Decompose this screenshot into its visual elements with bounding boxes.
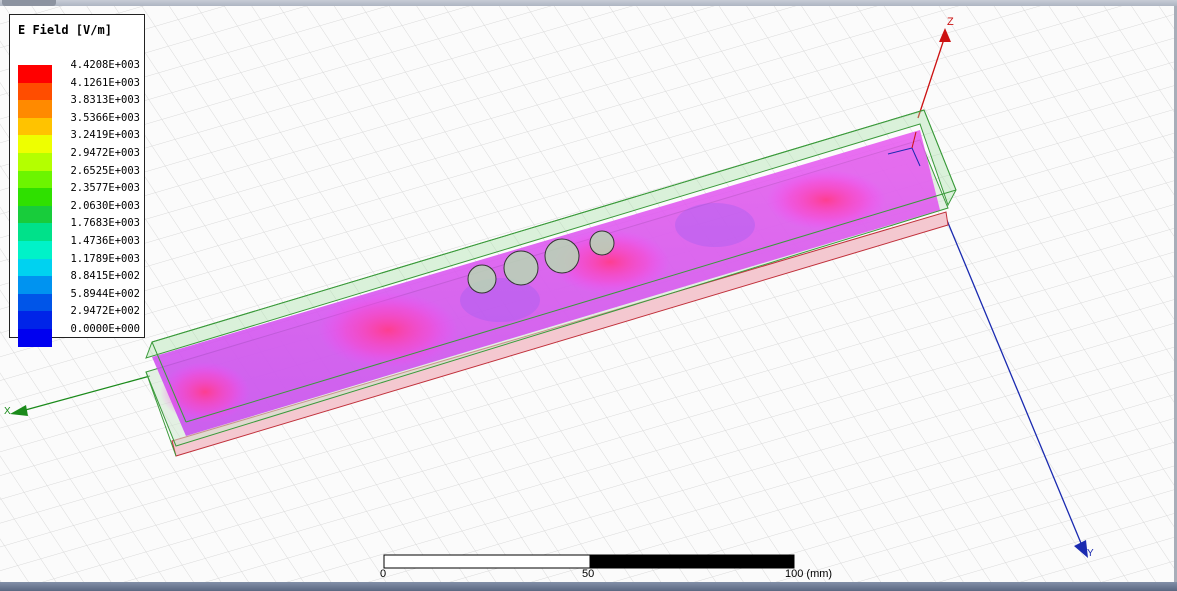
waveguide-edge xyxy=(185,189,957,423)
field-cool-region xyxy=(675,203,755,247)
window-tab[interactable] xyxy=(2,0,56,6)
aperture-hole[interactable] xyxy=(503,250,539,286)
legend-swatch xyxy=(18,170,52,189)
field-hotspot xyxy=(766,170,886,230)
legend-value: 1.7683E+003 xyxy=(70,217,140,230)
legend-value: 3.5366E+003 xyxy=(70,111,140,124)
legend-swatch xyxy=(18,82,52,101)
window-top-bar xyxy=(0,0,1177,6)
aperture-hole[interactable] xyxy=(544,238,580,274)
legend-value: 2.0630E+003 xyxy=(70,199,140,212)
legend-value: 2.6525E+003 xyxy=(70,164,140,177)
legend-value: 2.9472E+003 xyxy=(70,147,140,159)
legend-swatch xyxy=(18,135,52,153)
scale-tick-0: 0 xyxy=(380,568,387,580)
legend-value: 1.4736E+003 xyxy=(70,235,140,247)
y-axis-arrowhead xyxy=(1074,540,1088,558)
z-axis-line xyxy=(917,35,946,119)
legend-swatch xyxy=(18,100,52,118)
x-axis-label: X xyxy=(4,406,11,417)
local-axis-x xyxy=(887,147,913,155)
legend-swatch xyxy=(18,117,52,136)
legend-swatch xyxy=(18,205,52,224)
legend-value: 3.2419E+003 xyxy=(70,129,140,142)
z-axis-label: Z xyxy=(947,16,954,28)
field-hotspot xyxy=(160,362,250,422)
waveguide-bottom-face[interactable] xyxy=(171,211,949,457)
local-axis-z xyxy=(911,131,917,149)
legend-value: 2.3577E+003 xyxy=(70,182,140,195)
legend-value: 2.9472E+002 xyxy=(70,305,140,318)
legend-swatch xyxy=(18,152,52,171)
window-bottom-bar xyxy=(0,582,1177,591)
legend-swatch xyxy=(18,258,52,277)
legend-value: 8.8415E+002 xyxy=(70,270,140,283)
legend-swatch xyxy=(18,328,52,347)
field-legend[interactable]: E Field [V/m] 4.4208E+003 4.1261E+003 3.83… xyxy=(9,14,145,347)
y-axis-label: Y xyxy=(1087,548,1094,559)
scale-tick-100: 100 (mm) xyxy=(785,568,833,580)
legend-swatch xyxy=(18,240,52,259)
y-axis-line xyxy=(945,217,1084,549)
legend-value: 0.0000E+000 xyxy=(70,323,140,335)
waveguide-edge xyxy=(151,109,925,343)
waveguide-edge xyxy=(151,341,187,423)
waveguide-edge xyxy=(145,371,177,457)
legend-swatch xyxy=(18,276,52,294)
legend-value: 1.1789E+003 xyxy=(70,252,140,265)
legend-swatch xyxy=(18,311,52,329)
legend-title: E Field [V/m] xyxy=(18,23,112,37)
legend-colorbar xyxy=(18,65,52,347)
field-hotspot xyxy=(318,292,458,368)
legend-swatch xyxy=(18,65,52,83)
aperture-hole[interactable] xyxy=(589,230,615,256)
scale-tick-50: 50 xyxy=(582,568,595,580)
legend-value: 3.8313E+003 xyxy=(70,94,140,107)
legend-swatch xyxy=(18,188,52,206)
aperture-hole[interactable] xyxy=(467,264,497,294)
z-axis-arrowhead xyxy=(939,28,951,42)
legend-value: 4.4208E+003 xyxy=(70,59,140,71)
window-right-edge xyxy=(1174,6,1177,582)
local-axis-y xyxy=(911,147,921,167)
legend-value: 5.8944E+002 xyxy=(70,287,140,300)
field-hotspot xyxy=(550,230,670,294)
legend-swatch xyxy=(18,293,52,312)
scale-bar-white xyxy=(383,554,591,569)
waveguide-edge xyxy=(923,109,957,191)
x-axis-line xyxy=(17,375,151,413)
legend-swatch xyxy=(18,223,52,241)
scale-bar-black xyxy=(589,554,795,569)
x-axis-arrowhead xyxy=(10,405,28,416)
legend-value: 4.1261E+003 xyxy=(70,76,140,89)
